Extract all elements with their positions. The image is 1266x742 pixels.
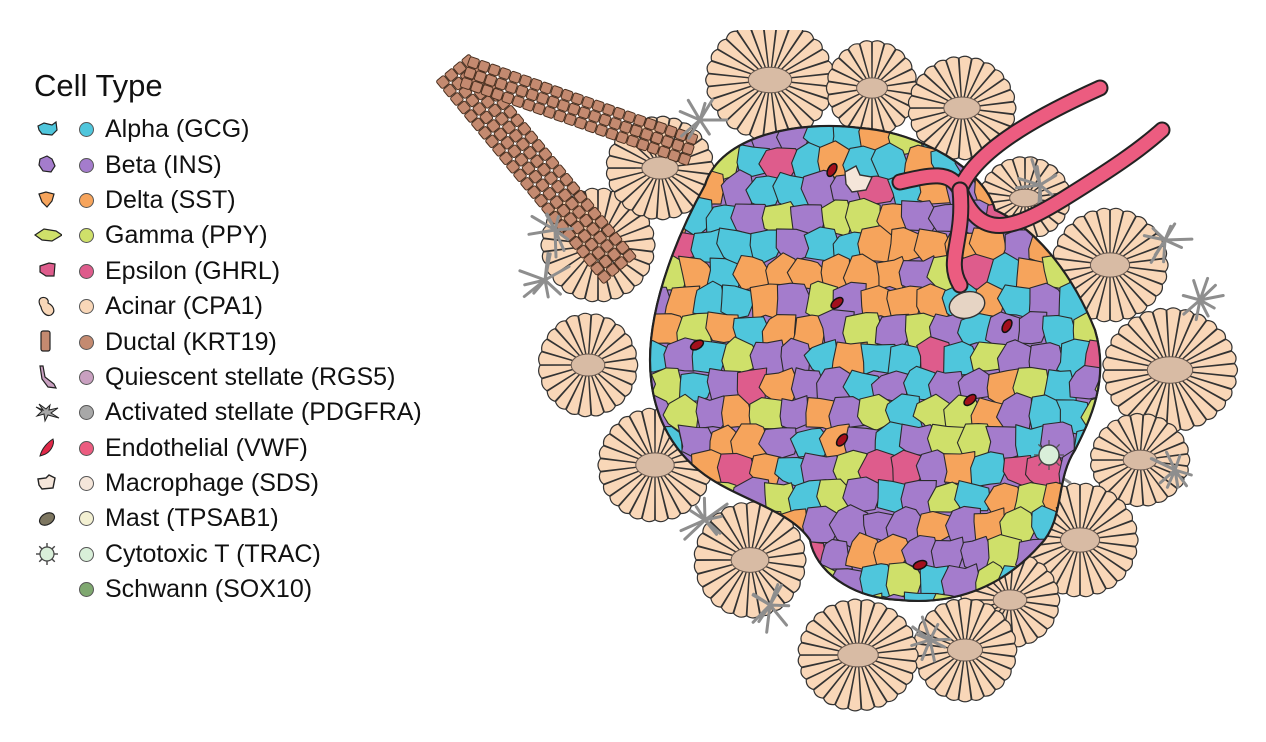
acinus	[825, 40, 919, 136]
activated-stellate-cell	[1142, 222, 1194, 264]
legend-label: Mast (TPSAB1)	[105, 504, 279, 533]
activated-stellate-cell	[910, 615, 952, 663]
alpha-cell-icon	[34, 116, 74, 144]
delta-cell-icon	[34, 186, 74, 214]
legend-item-schwann: Schwann (SOX10)	[34, 572, 422, 607]
activated-stellate-cell	[751, 583, 791, 634]
legend-color-dot	[79, 405, 94, 421]
legend-color-dot	[79, 476, 94, 492]
macrophage-icon	[34, 470, 74, 498]
legend-item-activated_stellate: Activated stellate (PDGFRA)	[34, 395, 422, 430]
legend-color-dot	[79, 228, 94, 244]
legend: Cell Type Alpha (GCG) Beta (INS) Delta (SS…	[34, 66, 422, 607]
quiescent-stellate-icon	[34, 363, 74, 391]
cytotoxic-t-cell	[1038, 444, 1060, 466]
legend-label: Cytotoxic T (TRAC)	[105, 539, 321, 568]
legend-item-quiescent_stellate: Quiescent stellate (RGS5)	[34, 360, 422, 395]
ductal-cell-icon	[34, 328, 74, 356]
mast-cell	[948, 290, 986, 320]
legend-color-dot	[79, 157, 94, 173]
legend-color-dot	[79, 582, 94, 598]
legend-label: Alpha (GCG)	[105, 115, 250, 144]
activated-stellate-cell	[1149, 450, 1193, 489]
mast-cell-icon	[34, 505, 74, 533]
legend-color-dot	[79, 299, 94, 315]
legend-label: Epsilon (GHRL)	[105, 256, 281, 285]
legend-color-dot	[79, 511, 94, 527]
activated-stellate-cell	[518, 251, 571, 299]
legend-icon-empty	[34, 576, 74, 604]
capillary	[953, 123, 1169, 232]
legend-item-mast: Mast (TPSAB1)	[34, 501, 422, 536]
legend-color-dot	[79, 263, 94, 279]
epsilon-cell-icon	[34, 257, 74, 285]
legend-label: Beta (INS)	[105, 150, 222, 179]
legend-label: Quiescent stellate (RGS5)	[105, 362, 396, 391]
endothelial-nucleus	[1001, 318, 1013, 334]
legend-color-dot	[79, 546, 94, 562]
legend-item-beta: Beta (INS)	[34, 147, 422, 182]
activated-stellate-cell	[678, 98, 729, 140]
endothelial-nucleus	[689, 339, 705, 351]
activated-stellate-icon	[34, 399, 74, 427]
acinus	[912, 597, 1018, 703]
legend-item-cytotoxic_t: Cytotoxic T (TRAC)	[34, 537, 422, 572]
acinar-cell-icon	[34, 293, 74, 321]
legend-item-macrophage: Macrophage (SDS)	[34, 466, 422, 501]
legend-item-endothelial: Endothelial (VWF)	[34, 431, 422, 466]
immune-and-other-cells	[689, 162, 1064, 571]
endothelial-nucleus	[963, 393, 977, 407]
macrophage-cell	[844, 165, 874, 193]
acinar-clusters	[538, 30, 1239, 712]
blood-vessels	[891, 79, 1171, 294]
pancreatic-duct	[436, 54, 699, 284]
activated-stellate-cell	[1015, 158, 1058, 212]
legend-item-acinar: Acinar (CPA1)	[34, 289, 422, 324]
activated-stellate-cell	[527, 212, 574, 259]
cytotoxic-t-cell-icon	[34, 540, 74, 568]
gamma-cell-icon	[34, 222, 74, 250]
legend-label: Acinar (CPA1)	[105, 292, 263, 321]
legend-label: Activated stellate (PDGFRA)	[105, 398, 422, 427]
legend-title: Cell Type	[34, 68, 163, 103]
legend-label: Schwann (SOX10)	[105, 575, 313, 604]
legend-label: Endothelial (VWF)	[105, 433, 308, 462]
acinus	[538, 312, 639, 418]
acinus	[907, 55, 1017, 161]
legend-label: Ductal (KRT19)	[105, 327, 277, 356]
legend-item-alpha: Alpha (GCG)	[34, 112, 422, 147]
endothelial-cell-icon	[34, 434, 74, 462]
legend-item-delta: Delta (SST)	[34, 183, 422, 218]
acinus	[797, 598, 919, 712]
activated-stellate-cell	[1181, 276, 1225, 322]
legend-label: Delta (SST)	[105, 185, 236, 214]
legend-color-dot	[79, 440, 94, 456]
capillary	[893, 81, 1107, 207]
islet-diagram	[436, 30, 1239, 712]
legend-item-ductal: Ductal (KRT19)	[34, 324, 422, 359]
legend-color-dot	[79, 192, 94, 208]
legend-color-dot	[79, 334, 94, 350]
endothelial-nucleus	[826, 162, 838, 178]
beta-cell-icon	[34, 151, 74, 179]
legend-item-epsilon: Epsilon (GHRL)	[34, 254, 422, 289]
endothelial-nucleus	[835, 433, 849, 447]
acinus	[705, 30, 835, 141]
capillary	[947, 183, 968, 292]
acinus	[1102, 307, 1239, 433]
endothelial-nucleus	[912, 559, 928, 571]
legend-label: Macrophage (SDS)	[105, 469, 319, 498]
legend-color-dot	[79, 369, 94, 385]
legend-color-dot	[79, 122, 94, 138]
endothelial-nucleus	[830, 296, 844, 310]
legend-label: Gamma (PPY)	[105, 221, 268, 250]
activated-stellate-cell	[679, 496, 729, 541]
acinus	[1051, 207, 1169, 323]
legend-item-gamma: Gamma (PPY)	[34, 218, 422, 253]
